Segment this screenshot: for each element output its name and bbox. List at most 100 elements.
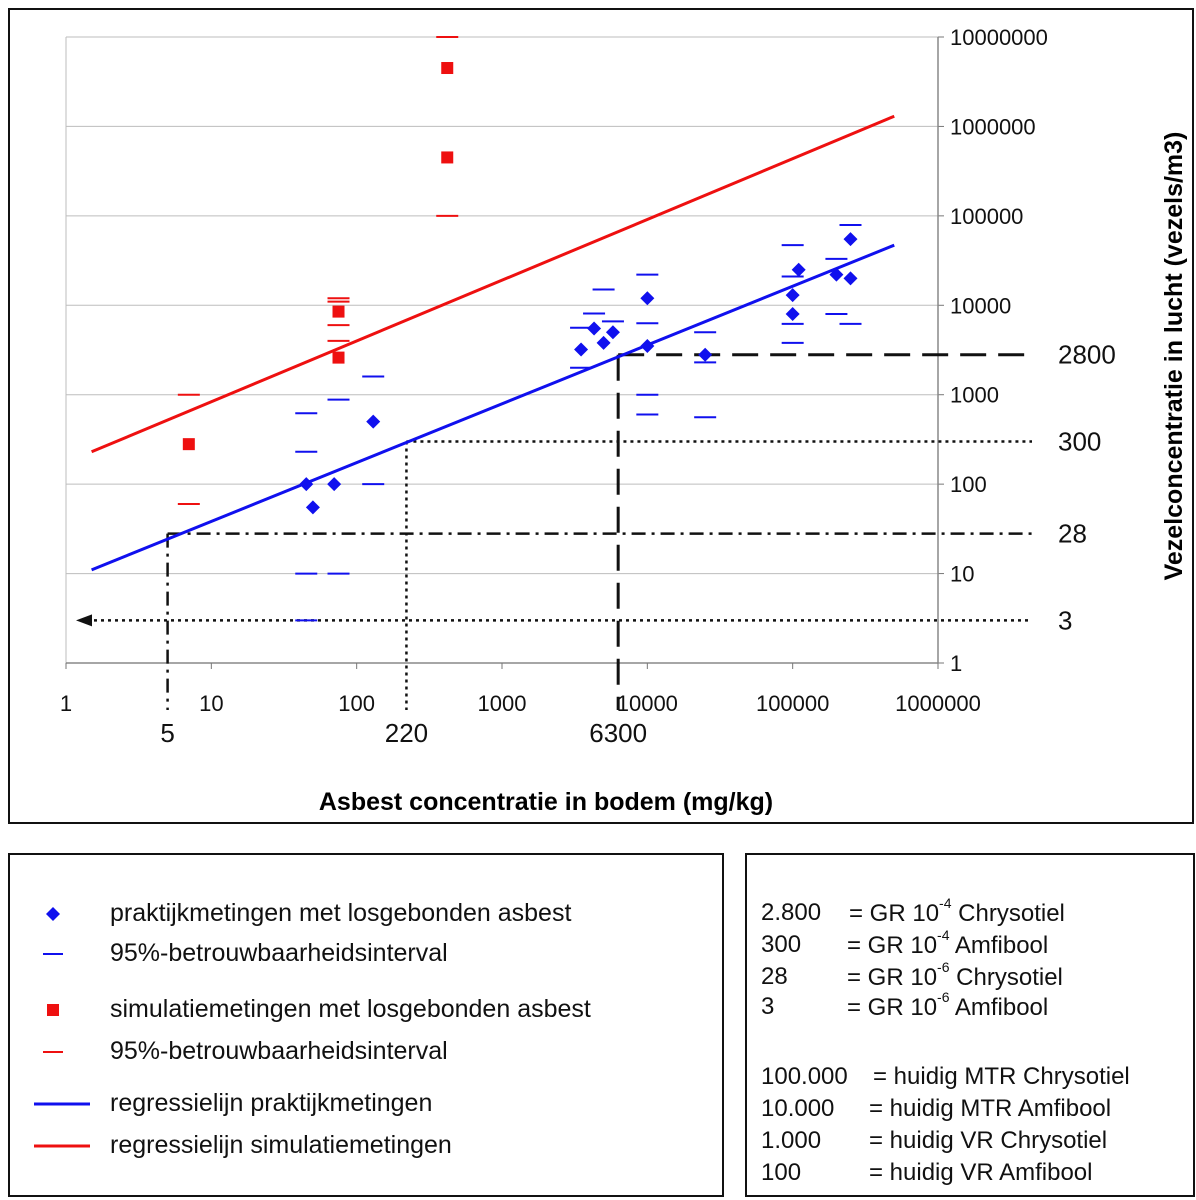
limit-text: = huidig VR Chrysotiel: [869, 1127, 1108, 1154]
gr-equation: = GR 10-4 Chrysotiel: [849, 895, 1065, 928]
y-tick-label: 10000000: [950, 25, 1048, 50]
legend-label: praktijkmetingen met losgebonden asbest: [110, 899, 572, 927]
reference-label-3: 3: [1058, 605, 1072, 635]
y-axis-title: Vezelconcentratie in lucht (vezels/m3): [1160, 132, 1188, 581]
legend-item: praktijkmetingen met losgebonden asbest: [10, 897, 710, 931]
regression-line-4: [91, 243, 895, 572]
limit-value: 100.000: [761, 1063, 848, 1090]
x-tick-label: 1000: [478, 691, 527, 716]
limit-note: 100 = huidig VR Amfibool: [761, 1159, 1181, 1189]
gr-equation: = GR 10-6 Amfibool: [847, 989, 1049, 1022]
gr-exponent: -6: [937, 959, 950, 975]
y-tick-label: 100000: [950, 204, 1023, 229]
square-icon: [47, 1004, 59, 1016]
diamond-marker: [791, 262, 806, 277]
limit-value: 1.000: [761, 1127, 822, 1154]
diamond-marker: [299, 477, 314, 492]
diamond-icon: [46, 907, 60, 921]
gr-note: 28 = GR 10-6 Chrysotiel: [761, 959, 1161, 993]
square-marker: [332, 351, 345, 364]
square-marker: [182, 438, 195, 451]
gr-substance: Chrysotiel: [956, 964, 1063, 991]
gr-value: 28: [761, 963, 788, 990]
arrow-head-icon: [76, 614, 92, 627]
gr-value: 2.800: [761, 899, 822, 926]
diamond-marker: [785, 288, 800, 303]
x-tick-label: 10: [199, 691, 223, 716]
gr-value: 300: [761, 931, 802, 958]
chart-panel: 1 10 100 1000 10000 100000 1000000 10000000 1 10 1…: [8, 8, 1194, 824]
y-tick-label: 100: [950, 472, 987, 497]
diamond-marker: [829, 267, 844, 282]
limit-text: = huidig MTR Chrysotiel: [873, 1063, 1130, 1090]
diamond-marker: [305, 500, 320, 515]
gr-value: 3: [761, 993, 775, 1020]
line-icon: [34, 1144, 90, 1148]
diamond-marker: [640, 291, 655, 306]
y-tick-label: 1000000: [950, 114, 1036, 139]
limit-value: 100: [761, 1159, 802, 1186]
x-reference-label-220: 220: [385, 718, 428, 748]
y-tick-label: 1: [950, 651, 962, 676]
regression-line-5: [91, 114, 895, 454]
y-tick-label: 10000: [950, 293, 1011, 318]
y-tick-label: 1000: [950, 383, 999, 408]
diamond-marker: [605, 325, 620, 340]
x-tick-label: 1: [60, 691, 72, 716]
diamond-marker: [843, 232, 858, 247]
legend-label: simulatiemetingen met losgebonden asbest: [110, 995, 591, 1023]
diamond-marker: [698, 347, 713, 362]
gr-note: 2.800 = GR 10-4 Chrysotiel: [761, 895, 1161, 929]
legend-panel: praktijkmetingen met losgebonden asbest 9…: [8, 853, 724, 1197]
gr-exponent: -6: [937, 989, 950, 1005]
x-reference-label-6300: 6300: [589, 718, 647, 748]
x-tick-label: 10000: [617, 691, 678, 716]
asbestos-chart: 1 10 100 1000 10000 100000 1000000 10000000 1 10 1…: [60, 25, 1188, 816]
gr-exponent: -4: [937, 927, 950, 943]
limit-text: = huidig VR Amfibool: [869, 1159, 1093, 1186]
reference-label-300: 300: [1058, 426, 1101, 456]
diamond-marker: [366, 414, 381, 429]
x-axis-title: Asbest concentratie in bodem (mg/kg): [319, 788, 773, 816]
gr-note: 3 = GR 10-6 Amfibool: [761, 989, 1161, 1023]
gr-equation: = GR 10-4 Amfibool: [847, 927, 1049, 960]
reference-label-28: 28: [1058, 519, 1087, 549]
limit-text: = huidig MTR Amfibool: [869, 1095, 1112, 1122]
diamond-marker: [785, 306, 800, 321]
gr-exponent: -4: [939, 895, 952, 911]
legend-label: regressielijn simulatiemetingen: [110, 1131, 452, 1159]
limit-note: 1.000 = huidig VR Chrysotiel: [761, 1127, 1181, 1157]
dash-icon: [43, 953, 63, 955]
gr-eq: = GR 10: [849, 900, 940, 927]
x-reference-label-5: 5: [160, 718, 174, 748]
square-marker: [332, 305, 345, 318]
legend-item: 95%-betrouwbaarheidsinterval: [10, 1035, 710, 1069]
diamond-marker: [640, 339, 655, 354]
gr-equation: = GR 10-6 Chrysotiel: [847, 959, 1063, 992]
legend-label: regressielijn praktijkmetingen: [110, 1089, 433, 1117]
dash-icon: [43, 1051, 63, 1053]
diamond-marker: [574, 342, 589, 357]
legend-item: simulatiemetingen met losgebonden asbest: [10, 993, 710, 1027]
limit-note: 100.000 = huidig MTR Chrysotiel: [761, 1063, 1181, 1093]
diamond-marker: [587, 321, 602, 336]
legend-item: 95%-betrouwbaarheidsinterval: [10, 937, 710, 971]
diamond-marker: [596, 335, 611, 350]
x-tick-label: 100: [338, 691, 375, 716]
gr-eq: = GR 10: [847, 932, 938, 959]
gr-substance: Amfibool: [954, 994, 1049, 1021]
legend-item: regressielijn simulatiemetingen: [10, 1129, 710, 1163]
gr-note: 300 = GR 10-4 Amfibool: [761, 927, 1161, 961]
y-tick-label: 10: [950, 562, 974, 587]
gr-substance: Chrysotiel: [958, 900, 1065, 927]
legend-item: regressielijn praktijkmetingen: [10, 1087, 710, 1121]
x-tick-label: 1000000: [895, 691, 981, 716]
gr-substance: Amfibool: [954, 932, 1049, 959]
limit-note: 10.000 = huidig MTR Amfibool: [761, 1095, 1181, 1125]
legend-label: 95%-betrouwbaarheidsinterval: [110, 939, 448, 967]
square-marker: [441, 62, 454, 75]
gr-eq: = GR 10: [847, 994, 938, 1021]
diamond-marker: [843, 271, 858, 286]
limit-value: 10.000: [761, 1095, 835, 1122]
notes-panel: 2.800 = GR 10-4 Chrysotiel 300 = GR 10-4 Am…: [745, 853, 1195, 1197]
